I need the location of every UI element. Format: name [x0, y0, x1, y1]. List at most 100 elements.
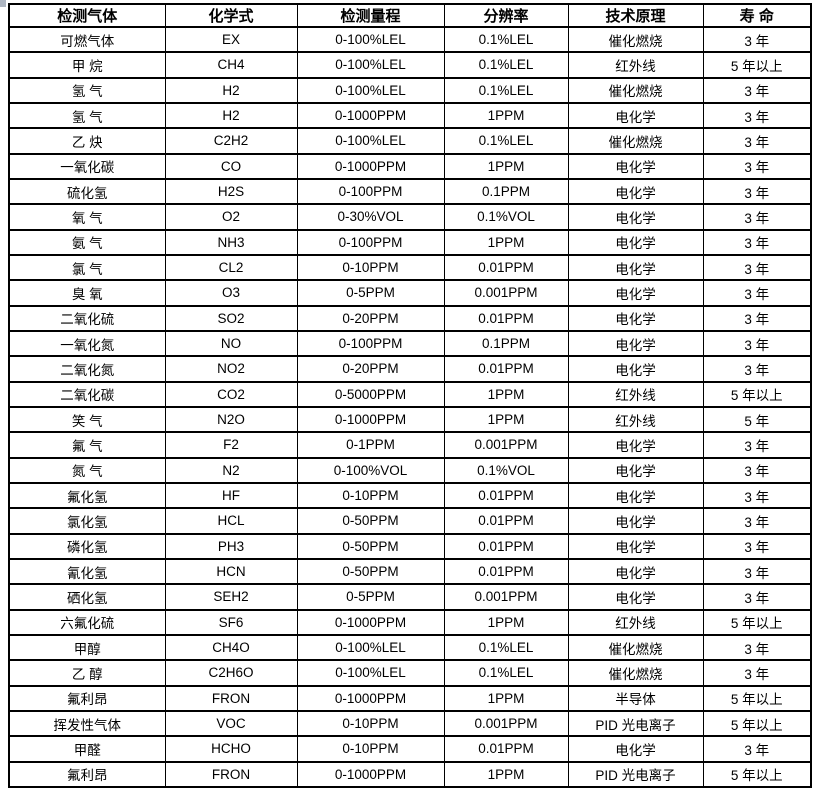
cell-resolution: 0.1%LEL: [443, 51, 569, 79]
cell-range: 0-100%VOL: [296, 456, 445, 484]
cell-lifespan: 3 年: [702, 583, 812, 611]
cell-lifespan: 3 年: [702, 304, 812, 332]
cell-lifespan: 3 年: [702, 633, 812, 662]
cell-resolution: 0.001PPM: [443, 431, 569, 459]
cell-lifespan: 3 年: [702, 152, 812, 180]
cell-formula: SO2: [164, 304, 298, 332]
cell-principle: 电化学: [567, 177, 704, 206]
cell-gas: 氯 气: [8, 253, 166, 282]
cell-formula: O3: [164, 279, 298, 307]
cell-principle: 电化学: [567, 279, 704, 307]
cell-lifespan: 5 年以上: [702, 380, 812, 408]
cell-range: 0-5PPM: [296, 583, 445, 611]
cell-formula: H2S: [164, 177, 298, 206]
cell-principle: 红外线: [567, 608, 704, 636]
table-row: 二氧化碳 CO2 0-5000PPM 1PPM 红外线 5 年以上: [8, 380, 812, 408]
cell-resolution: 0.1%LEL: [443, 76, 569, 104]
cell-gas: 硒化氢: [8, 583, 166, 611]
cell-gas: 六氟化硫: [8, 608, 166, 636]
cell-principle: 电化学: [567, 735, 704, 763]
cell-gas: 乙 炔: [8, 127, 166, 155]
cell-gas: 可燃气体: [8, 25, 166, 54]
cell-range: 0-100PPM: [296, 329, 445, 358]
header-gas: 检测气体: [8, 3, 166, 28]
cell-principle: 电化学: [567, 152, 704, 180]
cell-lifespan: 3 年: [702, 253, 812, 282]
cell-gas: 二氧化硫: [8, 304, 166, 332]
cell-range: 0-1000PPM: [296, 101, 445, 130]
cell-formula: N2O: [164, 405, 298, 434]
cell-gas: 氟化氢: [8, 481, 166, 510]
cell-principle: 电化学: [567, 329, 704, 358]
cell-formula: EX: [164, 25, 298, 54]
cell-lifespan: 3 年: [702, 177, 812, 206]
cell-range: 0-10PPM: [296, 253, 445, 282]
table-row: 氧 气 O2 0-30%VOL 0.1%VOL 电化学 3 年: [8, 203, 812, 231]
cell-range: 0-5000PPM: [296, 380, 445, 408]
cell-formula: CO: [164, 152, 298, 180]
table-body: 可燃气体 EX 0-100%LEL 0.1%LEL 催化燃烧 3 年甲 烷 CH4 0-100…: [8, 25, 812, 789]
cell-range: 0-5PPM: [296, 279, 445, 307]
cell-gas: 一氧化碳: [8, 152, 166, 180]
header-resolution: 分辨率: [443, 3, 569, 28]
cell-gas: 氨 气: [8, 228, 166, 256]
cell-formula: HCN: [164, 557, 298, 586]
cell-principle: 电化学: [567, 507, 704, 535]
cell-principle: 红外线: [567, 380, 704, 408]
cell-gas: 磷化氢: [8, 532, 166, 560]
table-row: 氰化氢 HCN 0-50PPM 0.01PPM 电化学 3 年: [8, 557, 812, 586]
cell-lifespan: 3 年: [702, 203, 812, 231]
cell-resolution: 0.1PPM: [443, 329, 569, 358]
cell-principle: 电化学: [567, 557, 704, 586]
cell-principle: 红外线: [567, 51, 704, 79]
cell-gas: 氟 气: [8, 431, 166, 459]
table-row: 氟化氢 HF 0-10PPM 0.01PPM 电化学 3 年: [8, 481, 812, 510]
cell-gas: 笑 气: [8, 405, 166, 434]
cell-resolution: 0.1%LEL: [443, 659, 569, 687]
table-row: 可燃气体 EX 0-100%LEL 0.1%LEL 催化燃烧 3 年: [8, 25, 812, 54]
cell-formula: CH4: [164, 51, 298, 79]
cell-resolution: 0.01PPM: [443, 532, 569, 560]
cell-gas: 二氧化氮: [8, 355, 166, 383]
gas-spec-table: 检测气体 化学式 检测量程 分辨率 技术原理 寿 命 可燃气体 EX 0-100%L…: [8, 3, 812, 789]
cell-lifespan: 5 年以上: [702, 51, 812, 79]
table-row: 六氟化硫 SF6 0-1000PPM 1PPM 红外线 5 年以上: [8, 608, 812, 636]
table-row: 一氧化氮 NO 0-100PPM 0.1PPM 电化学 3 年: [8, 329, 812, 358]
cell-principle: PID 光电离子: [567, 709, 704, 738]
cell-range: 0-100%LEL: [296, 76, 445, 104]
cell-gas: 硫化氢: [8, 177, 166, 206]
cell-resolution: 1PPM: [443, 228, 569, 256]
cell-lifespan: 5 年以上: [702, 709, 812, 738]
cell-range: 0-100%LEL: [296, 25, 445, 54]
cell-resolution: 0.01PPM: [443, 557, 569, 586]
cell-lifespan: 3 年: [702, 456, 812, 484]
table-row: 硫化氢 H2S 0-100PPM 0.1PPM 电化学 3 年: [8, 177, 812, 206]
cell-range: 0-10PPM: [296, 481, 445, 510]
cell-formula: CH4O: [164, 633, 298, 662]
cell-gas: 氢 气: [8, 76, 166, 104]
cell-formula: SEH2: [164, 583, 298, 611]
cell-gas: 臭 氧: [8, 279, 166, 307]
cell-lifespan: 3 年: [702, 279, 812, 307]
cell-formula: O2: [164, 203, 298, 231]
cell-formula: HCL: [164, 507, 298, 535]
cell-formula: FRON: [164, 684, 298, 712]
cell-gas: 甲醇: [8, 633, 166, 662]
table-row: 二氧化硫 SO2 0-20PPM 0.01PPM 电化学 3 年: [8, 304, 812, 332]
cell-lifespan: 3 年: [702, 25, 812, 54]
cell-lifespan: 3 年: [702, 355, 812, 383]
cell-resolution: 0.1%LEL: [443, 633, 569, 662]
cell-principle: 催化燃烧: [567, 633, 704, 662]
cell-gas: 挥发性气体: [8, 709, 166, 738]
cell-resolution: 0.01PPM: [443, 735, 569, 763]
cell-range: 0-50PPM: [296, 557, 445, 586]
cell-lifespan: 5 年以上: [702, 608, 812, 636]
cell-gas: 氮 气: [8, 456, 166, 484]
cell-gas: 氟利昂: [8, 684, 166, 712]
cell-formula: N2: [164, 456, 298, 484]
cell-resolution: 0.01PPM: [443, 355, 569, 383]
cell-range: 0-50PPM: [296, 532, 445, 560]
cell-resolution: 0.1%VOL: [443, 203, 569, 231]
cell-gas: 甲醛: [8, 735, 166, 763]
cell-range: 0-100%LEL: [296, 127, 445, 155]
